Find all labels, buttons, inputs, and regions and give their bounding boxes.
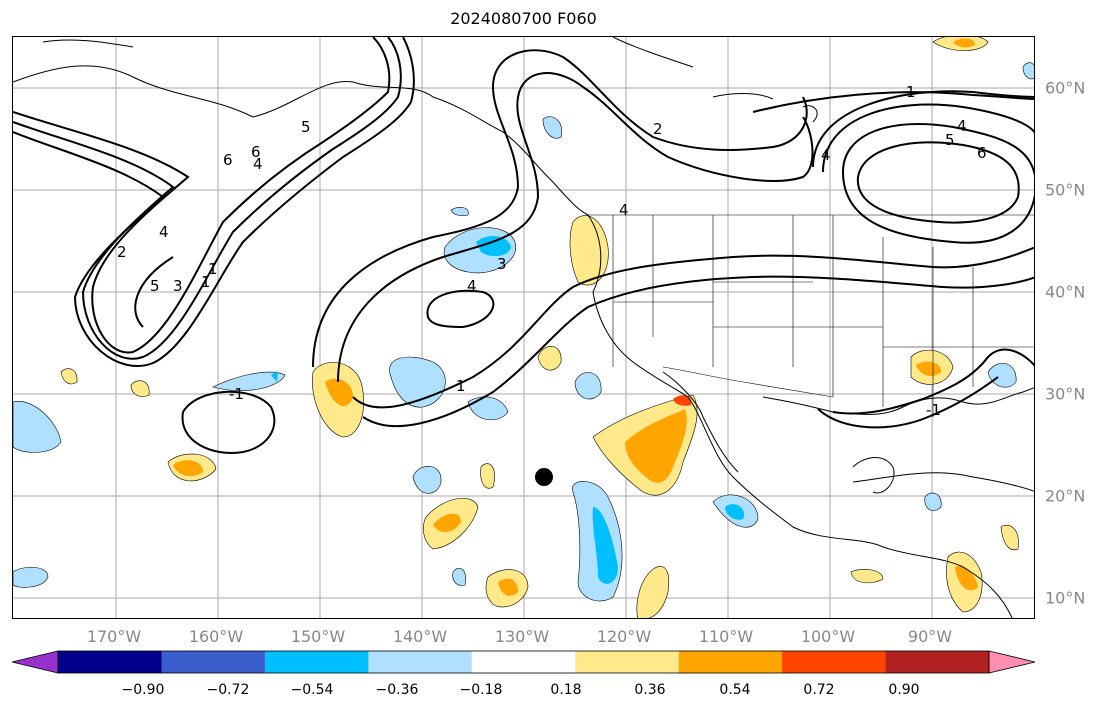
colorbar-extend-low [11, 650, 59, 674]
contour-label: 6 [223, 151, 233, 169]
lon-label: 130°W [494, 627, 550, 646]
colorbar-segment [368, 651, 473, 673]
colorbar-tick: −0.90 [121, 682, 165, 698]
political-borders [588, 214, 1034, 417]
colorbar-segment [678, 651, 783, 673]
map-title: 2024080700 F060 [450, 9, 597, 28]
contour-label: 1 [456, 377, 466, 395]
lat-label: 10°N [1045, 588, 1086, 608]
shading-positive [60, 37, 1019, 618]
contour-label: 5 [150, 277, 160, 295]
contour-label: 1 [208, 260, 218, 278]
contour-label: 6 [977, 144, 987, 162]
lon-label: 120°W [596, 627, 652, 646]
contour-label-group: 2 1 6 4 6 4 5 2 4 5 3 1 3 4 1 -1 1 4 5 6… [117, 83, 987, 419]
lat-label: 50°N [1045, 180, 1086, 200]
contour-label: -1 [926, 401, 941, 419]
contour-label: 4 [253, 155, 263, 173]
contour-label: 1 [201, 273, 211, 291]
contour-label: 4 [957, 117, 967, 135]
colorbar-tick: 0.36 [634, 682, 666, 698]
colorbar-tick: 0.18 [550, 682, 582, 698]
colorbar-tick: 0.90 [888, 682, 920, 698]
colorbar-segment [471, 651, 576, 673]
contour-label: 4 [821, 146, 831, 164]
contour-lines [13, 37, 1034, 454]
lat-label: 40°N [1045, 282, 1086, 302]
contour-label: 1 [906, 83, 916, 101]
colorbar-tick: −0.36 [375, 682, 419, 698]
map-canvas: 2 1 6 4 6 4 5 2 4 5 3 1 3 4 1 -1 1 4 5 6… [13, 37, 1034, 618]
colorbar-extend-high [988, 650, 1036, 674]
colorbar-tick: −0.54 [290, 682, 334, 698]
shading-negative [13, 62, 1034, 602]
colorbar-tick: 0.72 [803, 682, 835, 698]
colorbar-segment [575, 651, 680, 673]
colorbar-segment [264, 651, 369, 673]
colorbar-segment [161, 651, 266, 673]
contour-label: 5 [945, 131, 955, 149]
lon-label: 90°W [907, 627, 953, 646]
colorbar-segment [58, 651, 162, 673]
colorbar-segment [885, 651, 990, 673]
lat-label: 60°N [1045, 78, 1086, 98]
lon-label: 160°W [188, 627, 244, 646]
contour-label: 4 [467, 277, 477, 295]
contour-label: 3 [497, 255, 507, 273]
graticule [13, 37, 1034, 618]
contour-label: 4 [159, 223, 169, 241]
contour-label: 3 [173, 277, 183, 295]
lon-label: 110°W [698, 627, 754, 646]
lon-label: 100°W [800, 627, 856, 646]
colorbar-tick: −0.72 [206, 682, 250, 698]
lat-label: 20°N [1045, 486, 1086, 506]
contour-label: 5 [301, 118, 311, 136]
colorbar-tick: −0.18 [459, 682, 503, 698]
lon-label: 170°W [86, 627, 142, 646]
contour-label: 4 [619, 201, 629, 219]
contour-label: 2 [117, 243, 127, 261]
location-marker-dot [535, 468, 553, 486]
lat-label: 30°N [1045, 384, 1086, 404]
contour-label: 2 [653, 120, 663, 138]
lon-label: 140°W [392, 627, 448, 646]
colorbar [11, 650, 1036, 674]
lon-label: 150°W [290, 627, 346, 646]
contour-label: -1 [229, 385, 244, 403]
colorbar-segment [782, 651, 887, 673]
colorbar-tick: 0.54 [719, 682, 751, 698]
map-panel: 2 1 6 4 6 4 5 2 4 5 3 1 3 4 1 -1 1 4 5 6… [12, 36, 1035, 619]
contour-label: 6 [251, 143, 261, 161]
